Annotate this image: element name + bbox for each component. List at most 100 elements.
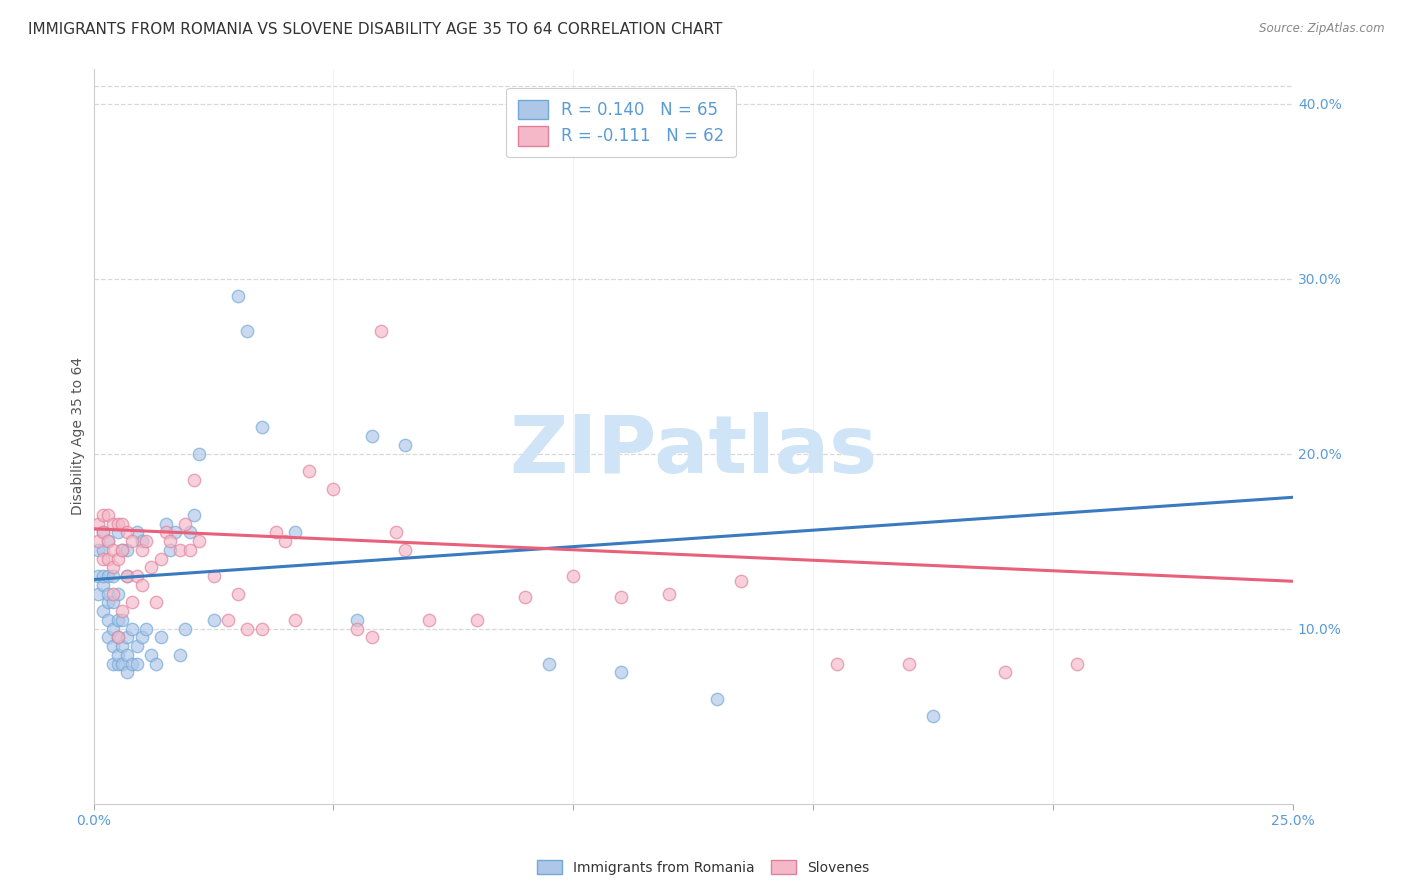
Point — [149, 551, 172, 566]
Point — [155, 516, 177, 531]
Point — [131, 630, 153, 644]
Point — [101, 657, 124, 671]
Point — [202, 569, 225, 583]
Point — [135, 622, 157, 636]
Point — [91, 508, 114, 522]
Point — [730, 574, 752, 589]
Point — [101, 560, 124, 574]
Point — [111, 604, 134, 618]
Point — [107, 525, 129, 540]
Point — [121, 595, 143, 609]
Legend: Immigrants from Romania, Slovenes: Immigrants from Romania, Slovenes — [531, 855, 875, 880]
Point — [145, 595, 167, 609]
Point — [101, 516, 124, 531]
Point — [385, 525, 408, 540]
Point — [183, 473, 205, 487]
Point — [141, 560, 163, 574]
Point — [107, 657, 129, 671]
Point — [97, 569, 120, 583]
Point — [346, 622, 368, 636]
Point — [111, 639, 134, 653]
Point — [111, 516, 134, 531]
Point — [115, 569, 138, 583]
Point — [825, 657, 848, 671]
Text: ZIPatlas: ZIPatlas — [509, 412, 877, 490]
Point — [91, 525, 114, 540]
Point — [155, 525, 177, 540]
Point — [87, 542, 110, 557]
Point — [101, 622, 124, 636]
Point — [111, 542, 134, 557]
Point — [107, 586, 129, 600]
Point — [250, 622, 273, 636]
Point — [101, 586, 124, 600]
Point — [131, 534, 153, 549]
Point — [141, 648, 163, 662]
Point — [87, 569, 110, 583]
Point — [179, 542, 201, 557]
Point — [131, 542, 153, 557]
Point — [115, 648, 138, 662]
Point — [115, 630, 138, 644]
Point — [994, 665, 1017, 680]
Point — [264, 525, 287, 540]
Point — [202, 613, 225, 627]
Point — [284, 525, 307, 540]
Point — [610, 590, 633, 604]
Point — [1066, 657, 1088, 671]
Text: Source: ZipAtlas.com: Source: ZipAtlas.com — [1260, 22, 1385, 36]
Point — [706, 691, 728, 706]
Point — [111, 542, 134, 557]
Point — [418, 613, 440, 627]
Point — [274, 534, 297, 549]
Point — [87, 586, 110, 600]
Point — [107, 630, 129, 644]
Point — [87, 516, 110, 531]
Point — [101, 569, 124, 583]
Point — [169, 542, 191, 557]
Legend: R = 0.140   N = 65, R = -0.111   N = 62: R = 0.140 N = 65, R = -0.111 N = 62 — [506, 88, 737, 157]
Point — [91, 551, 114, 566]
Point — [179, 525, 201, 540]
Point — [115, 665, 138, 680]
Point — [87, 534, 110, 549]
Point — [135, 534, 157, 549]
Point — [97, 586, 120, 600]
Point — [610, 665, 633, 680]
Text: IMMIGRANTS FROM ROMANIA VS SLOVENE DISABILITY AGE 35 TO 64 CORRELATION CHART: IMMIGRANTS FROM ROMANIA VS SLOVENE DISAB… — [28, 22, 723, 37]
Point — [97, 613, 120, 627]
Point — [121, 534, 143, 549]
Point — [226, 586, 249, 600]
Point — [360, 630, 382, 644]
Point — [125, 569, 148, 583]
Point — [91, 525, 114, 540]
Point — [91, 542, 114, 557]
Point — [183, 508, 205, 522]
Point — [131, 578, 153, 592]
Point — [101, 595, 124, 609]
Point — [898, 657, 921, 671]
Point — [922, 709, 945, 723]
Point — [149, 630, 172, 644]
Point — [515, 590, 537, 604]
Point — [298, 464, 321, 478]
Point — [91, 578, 114, 592]
Point — [107, 551, 129, 566]
Point — [188, 446, 211, 460]
Point — [97, 551, 120, 566]
Point — [346, 613, 368, 627]
Point — [322, 482, 344, 496]
Point — [97, 595, 120, 609]
Point — [121, 622, 143, 636]
Point — [107, 516, 129, 531]
Point — [101, 639, 124, 653]
Point — [169, 648, 191, 662]
Point — [125, 657, 148, 671]
Point — [97, 534, 120, 549]
Point — [115, 525, 138, 540]
Point — [125, 639, 148, 653]
Point — [97, 630, 120, 644]
Point — [159, 534, 181, 549]
Point — [658, 586, 681, 600]
Point — [173, 622, 195, 636]
